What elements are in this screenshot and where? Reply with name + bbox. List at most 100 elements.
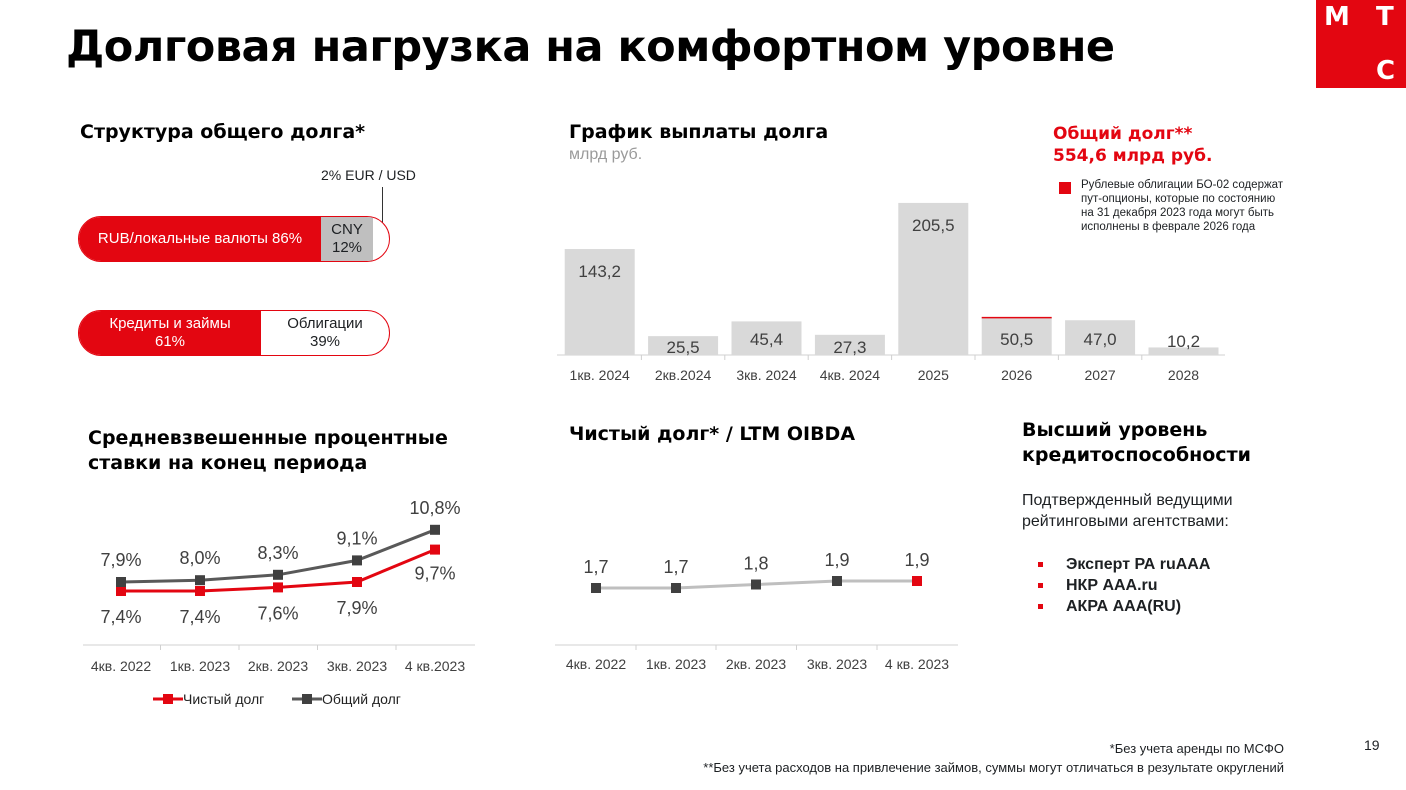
data-point (671, 583, 681, 593)
data-label: 1,8 (743, 554, 768, 574)
total-debt-label: Общий долг** (1053, 124, 1193, 144)
bar (898, 202, 969, 355)
data-label: 1,9 (904, 550, 929, 570)
ratings-title: Высший уровень кредитоспособности (1022, 419, 1251, 466)
eur-usd-leader (382, 187, 383, 237)
bar-value-label: 10,2 (1167, 332, 1200, 351)
segment-label: CNY (331, 221, 363, 238)
page-title: Долговая нагрузка на комфортном уровне (66, 22, 1115, 72)
data-point (591, 583, 601, 593)
page-number: 19 (1364, 737, 1380, 753)
logo-letter: М (1324, 2, 1350, 32)
logo-letter: Т (1376, 2, 1394, 32)
repayment-unit: млрд руб. (569, 146, 643, 163)
x-tick-label: 2027 (1085, 367, 1116, 383)
x-tick-label: 4 кв.2023 (405, 658, 465, 674)
leverage-chart: 4кв. 2022 1кв. 2023 2кв. 2023 3кв. 2023 4 кв… (555, 550, 958, 672)
data-point (116, 577, 126, 587)
x-tick-label: 1кв. 2023 (170, 658, 230, 674)
bar-value-label: 50,5 (1000, 330, 1033, 349)
segment-pct: 61% (154, 333, 186, 350)
data-point (912, 576, 922, 586)
legend-marker (163, 694, 173, 704)
data-point (352, 555, 362, 566)
bar (981, 317, 1052, 355)
x-tick-label: 3кв. 2024 (736, 367, 796, 383)
data-point (195, 575, 205, 586)
x-tick-label: 2025 (918, 367, 949, 383)
bar-value-label: 45,4 (750, 330, 783, 349)
footnote-2: **Без учета расходов на привлечение займ… (703, 760, 1284, 775)
bar (1065, 320, 1136, 355)
bar-value-label: 27,3 (833, 338, 866, 357)
footnote-1: *Без учета аренды по МСФО (1109, 741, 1284, 756)
x-tick-label: 2028 (1168, 367, 1199, 383)
segment-label: Облигации (287, 315, 363, 332)
x-tick-label: 2026 (1001, 367, 1032, 383)
data-label: 7,6% (257, 603, 298, 623)
structure-title: Структура общего долга* (80, 121, 366, 143)
currency-bar: RUB/локальные валюты 86% CNY 12% (78, 216, 390, 262)
eur-usd-label: 2% EUR / USD (321, 167, 416, 183)
segment-label: Кредиты и займы (109, 315, 231, 332)
bar (1148, 347, 1219, 355)
segment-label: RUB/локальные валюты 86% (97, 230, 303, 247)
x-tick-label: 1кв. 2024 (570, 367, 630, 383)
data-point (832, 576, 842, 586)
data-point (430, 524, 440, 535)
total-debt-value: 554,6 млрд руб. (1053, 146, 1213, 166)
x-tick-label: 4кв. 2022 (91, 658, 151, 674)
segment-bonds: Облигации 39% (261, 311, 389, 355)
x-tick-label: 4 кв. 2023 (885, 656, 949, 672)
logo-letter: С (1376, 56, 1396, 86)
x-tick-label: 4кв. 2024 (820, 367, 880, 383)
repayment-title: График выплаты долга (569, 121, 829, 143)
data-label: 7,4% (179, 607, 220, 627)
data-label: 9,7% (414, 564, 455, 584)
legend-square-icon (1059, 182, 1071, 194)
rates-chart: 4кв. 2022 1кв. 2023 2кв. 2023 3кв. 2023 4 кв… (83, 498, 475, 707)
repayment-chart: 143,2 1кв. 2024 25,5 2кв.2024 45,4 3кв. 2024 2… (557, 202, 1225, 383)
bar (564, 249, 635, 355)
ratings-desc: Подтвержденный ведущими рейтинговыми аге… (1022, 492, 1233, 530)
rates-title: Средневзвешенные процентные ставки на ко… (88, 427, 448, 474)
leverage-title: Чистый долг* / LTM OIBDA (569, 423, 856, 445)
data-point (195, 586, 205, 596)
bar (731, 321, 802, 355)
rating-item: Эксперт РА ruAAA (1036, 554, 1210, 575)
legend-label: Общий долг (322, 691, 401, 707)
x-tick-label: 4кв. 2022 (566, 656, 626, 672)
mts-logo: М Т С (1316, 0, 1406, 88)
data-label: 8,0% (179, 548, 220, 568)
bar-value-label: 25,5 (667, 338, 700, 357)
data-label: 8,3% (257, 543, 298, 563)
rating-item: АКРА AAA(RU) (1036, 596, 1210, 617)
segment-pct: 12% (331, 239, 363, 256)
legend-label: Чистый долг (183, 691, 264, 707)
data-label: 1,7 (583, 557, 608, 577)
data-label: 9,1% (336, 528, 377, 548)
bar-value-label: 205,5 (912, 216, 955, 235)
segment-rub: RUB/локальные валюты 86% (79, 217, 321, 261)
data-point (430, 544, 440, 555)
segment-cny: CNY 12% (321, 217, 373, 261)
x-tick-label: 3кв. 2023 (807, 656, 867, 672)
rating-item: НКР AAA.ru (1036, 575, 1210, 596)
data-label: 7,9% (336, 598, 377, 618)
debt-type-bar: Кредиты и займы 61% Облигации 39% (78, 310, 390, 356)
bar (814, 334, 885, 355)
x-tick-label: 3кв. 2023 (327, 658, 387, 674)
bar-value-label: 143,2 (578, 262, 621, 281)
data-point (273, 582, 283, 593)
legend-marker (302, 694, 312, 704)
x-tick-label: 2кв.2024 (655, 367, 712, 383)
data-label: 1,9 (824, 550, 849, 570)
data-point (273, 569, 283, 580)
data-label: 7,9% (100, 550, 141, 570)
data-label: 10,8% (409, 498, 460, 518)
x-tick-label: 1кв. 2023 (646, 656, 706, 672)
data-label: 7,4% (100, 607, 141, 627)
x-tick-label: 2кв. 2023 (248, 658, 308, 674)
data-point (116, 586, 126, 596)
segment-loans: Кредиты и займы 61% (79, 311, 261, 355)
